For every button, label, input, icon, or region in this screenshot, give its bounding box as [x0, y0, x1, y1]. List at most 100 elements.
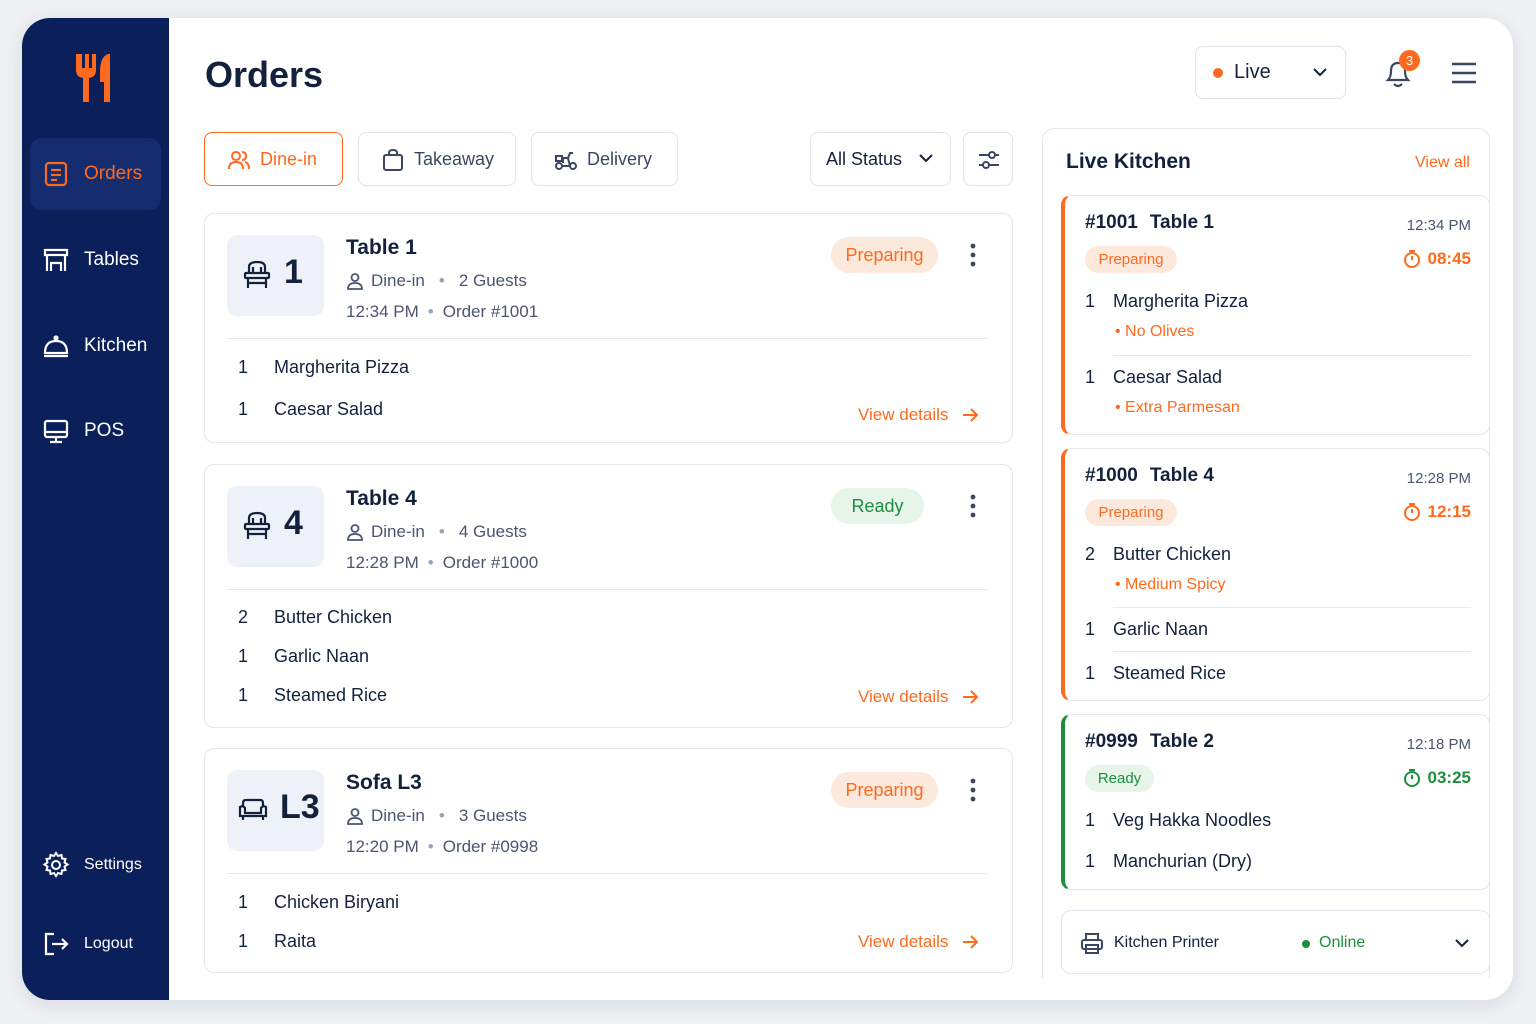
- tab-delivery[interactable]: Delivery: [531, 132, 678, 186]
- order-meta: Dine-in • 4 Guests: [346, 522, 527, 542]
- ticket-item: 1 Manchurian (Dry): [1085, 851, 1252, 872]
- order-item-row: 2 Butter Chicken: [238, 607, 392, 628]
- arrow-right-icon: [963, 408, 979, 422]
- ticket-item: 2 Butter Chicken: [1085, 544, 1231, 565]
- ticket-id: #0999: [1085, 731, 1138, 752]
- more-vertical-icon[interactable]: [963, 777, 983, 803]
- sidebar: Orders Tables Kitchen POS Settings: [22, 18, 169, 1000]
- view-details-link[interactable]: View details: [858, 932, 980, 952]
- item-name: Caesar Salad: [274, 399, 384, 419]
- user-icon: [347, 808, 363, 825]
- chevron-down-icon: [1455, 939, 1469, 948]
- ticket-timer: 12:15: [1402, 502, 1471, 522]
- more-vertical-icon[interactable]: [963, 242, 983, 268]
- sidebar-item-kitchen[interactable]: Kitchen: [30, 310, 161, 382]
- kitchen-printer-select[interactable]: Kitchen Printer Online: [1061, 910, 1490, 974]
- status-badge: Preparing: [1085, 246, 1177, 273]
- separator-dot: •: [438, 806, 445, 825]
- timer-icon: [1403, 250, 1420, 268]
- tab-dine-in[interactable]: Dine-in: [204, 132, 343, 186]
- sidebar-item-label: Tables: [84, 249, 139, 270]
- user-icon: [347, 524, 363, 541]
- order-item-row: 1 Garlic Naan: [238, 646, 369, 667]
- separator-dot: •: [427, 553, 434, 572]
- fork-knife-logo-icon: [76, 54, 110, 102]
- online-status-dot: [1302, 940, 1310, 948]
- sidebar-item-settings[interactable]: Settings: [30, 829, 161, 901]
- pos-icon: [43, 419, 69, 444]
- item-name: Garlic Naan: [274, 646, 370, 666]
- table-number: L3: [280, 788, 320, 826]
- live-kitchen-title: Live Kitchen: [1066, 150, 1191, 173]
- order-type: Dine-in: [371, 271, 425, 290]
- filter-options-button[interactable]: [963, 132, 1013, 186]
- ticket-item: 1 Caesar Salad: [1085, 367, 1222, 388]
- item-note: • No Olives: [1115, 323, 1195, 340]
- sidebar-item-orders[interactable]: Orders: [30, 138, 161, 210]
- view-details-link[interactable]: View details: [858, 687, 980, 707]
- tab-takeaway[interactable]: Takeaway: [358, 132, 516, 186]
- order-card[interactable]: 1 Table 1 Dine-in • 2 Guests 12:34 PM • Or…: [204, 213, 1013, 443]
- more-vertical-icon[interactable]: [963, 493, 983, 519]
- timer-icon: [1403, 769, 1420, 787]
- item-qty: 1: [238, 646, 249, 666]
- sidebar-item-logout[interactable]: Logout: [30, 908, 161, 980]
- item-name: Margherita Pizza: [274, 357, 410, 377]
- order-number: Order #1001: [442, 302, 539, 321]
- item-qty: 1: [1085, 367, 1096, 387]
- divider: [1113, 355, 1471, 356]
- ticket-item: 1 Veg Hakka Noodles: [1085, 810, 1271, 831]
- timer-value: 12:15: [1427, 502, 1471, 521]
- order-card[interactable]: 4 Table 4 Dine-in • 4 Guests 12:28 PM • Or…: [204, 464, 1013, 728]
- order-meta: Dine-in • 2 Guests: [346, 271, 527, 291]
- item-qty: 1: [1085, 663, 1096, 683]
- kitchen-ticket[interactable]: #0999 Table 2 12:18 PM Ready 03:25 1 Veg H…: [1061, 714, 1490, 890]
- ticket-item: 1 Steamed Rice: [1085, 663, 1226, 684]
- status-badge: Ready: [831, 488, 924, 524]
- gear-icon: [42, 851, 70, 878]
- tables-icon: [43, 248, 69, 271]
- chevron-down-icon: [919, 154, 933, 163]
- guest-count: 4 Guests: [458, 522, 527, 541]
- sliders-icon: [979, 151, 999, 169]
- ticket-header: #1001 Table 1: [1085, 212, 1214, 234]
- ticket-timer: 08:45: [1402, 249, 1471, 269]
- ticket-table: Table 1: [1149, 212, 1214, 233]
- order-time: 12:20 PM: [346, 837, 419, 856]
- order-card[interactable]: L3 Sofa L3 Dine-in • 3 Guests 12:20 PM • O…: [204, 748, 1013, 973]
- users-icon: [228, 151, 250, 170]
- item-qty: 1: [1085, 619, 1096, 639]
- ticket-id: #1001: [1085, 212, 1138, 233]
- separator-dot: •: [427, 302, 434, 321]
- sidebar-item-tables[interactable]: Tables: [30, 224, 161, 296]
- divider: [1113, 651, 1471, 652]
- status-filter-select[interactable]: All Status: [810, 132, 951, 186]
- hamburger-menu-icon[interactable]: [1450, 60, 1478, 86]
- divider: [227, 338, 988, 339]
- item-name: Veg Hakka Noodles: [1113, 810, 1272, 830]
- order-time-meta: 12:28 PM • Order #1000: [346, 553, 538, 573]
- item-name: Manchurian (Dry): [1113, 851, 1253, 871]
- live-mode-select[interactable]: Live: [1195, 46, 1346, 99]
- item-name: Margherita Pizza: [1113, 291, 1249, 311]
- order-item-row: 1 Margherita Pizza: [238, 357, 409, 378]
- live-mode-label: Live: [1234, 61, 1271, 83]
- ticket-timer: 03:25: [1402, 768, 1471, 788]
- order-item-row: 1 Caesar Salad: [238, 399, 383, 420]
- item-name: Steamed Rice: [274, 685, 388, 705]
- sidebar-item-pos[interactable]: POS: [30, 395, 161, 467]
- tab-label: Delivery: [587, 148, 653, 169]
- bell-icon[interactable]: [1382, 56, 1414, 90]
- view-details-link[interactable]: View details: [858, 405, 980, 425]
- view-details-label: View details: [858, 932, 949, 951]
- shopping-bag-icon: [383, 148, 403, 171]
- item-name: Caesar Salad: [1113, 367, 1223, 387]
- view-all-link[interactable]: View all: [1415, 154, 1470, 171]
- order-number: Order #0998: [442, 837, 539, 856]
- ticket-header: #1000 Table 4: [1085, 465, 1214, 487]
- sidebar-settings-label: Settings: [84, 856, 142, 873]
- printer-label: Kitchen Printer: [1114, 934, 1219, 951]
- order-title: Sofa L3: [346, 771, 422, 794]
